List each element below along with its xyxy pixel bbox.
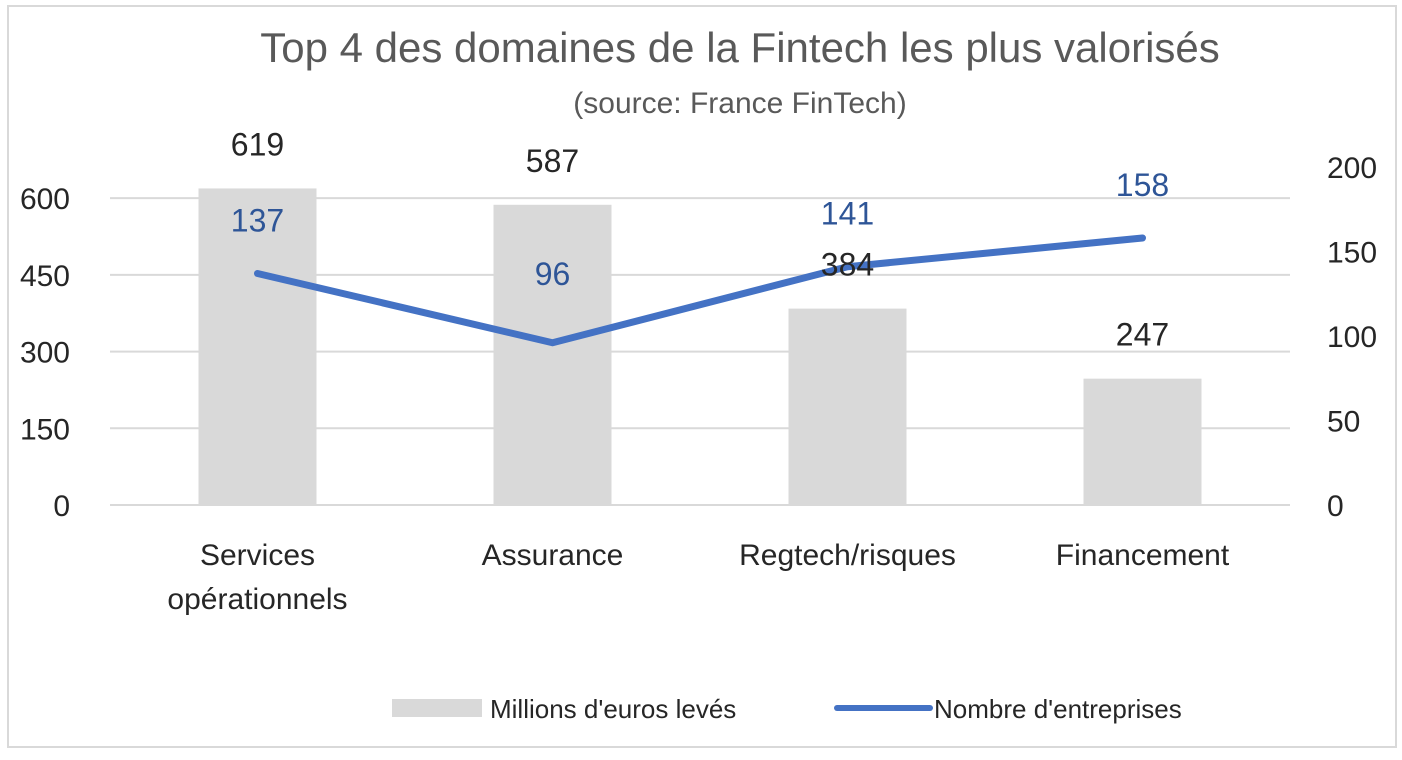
- bar-series: [198, 188, 1202, 505]
- bar: [198, 188, 317, 505]
- y-right-tick-label: 0: [1327, 490, 1344, 523]
- x-category-label: Assurance: [482, 539, 624, 572]
- y-left-tick-label: 0: [53, 490, 70, 523]
- y-left-tick-label: 600: [20, 183, 70, 216]
- bar-value-label: 587: [526, 143, 579, 179]
- legend-label-bars: Millions d'euros levés: [490, 694, 736, 724]
- bar: [493, 204, 612, 505]
- line-path: [254, 234, 1146, 347]
- x-category-label: opérationnels: [167, 583, 347, 616]
- y-left-tick-label: 450: [20, 260, 70, 293]
- line-value-label: 137: [231, 202, 284, 238]
- x-category-label: Services: [200, 539, 315, 572]
- bar: [788, 308, 907, 505]
- legend: Millions d'euros levés Nombre d'entrepri…: [392, 694, 1182, 724]
- bar: [1083, 378, 1202, 505]
- bar-value-label: 619: [231, 126, 284, 162]
- legend-label-line: Nombre d'entreprises: [934, 694, 1182, 724]
- line-value-label: 141: [821, 196, 874, 232]
- x-category-label: Regtech/risques: [739, 539, 956, 572]
- chart-svg: 619 587 384 247 137 96 141 158 0 150 300 450 600 0 50…: [20, 24, 1377, 724]
- legend-swatch-bars: [392, 699, 482, 717]
- axis-ticks: 0 150 300 450 600 0 50 100 150 200 Services opérati…: [20, 152, 1377, 616]
- chart-frame: 619 587 384 247 137 96 141 158 0 150 300 450 600 0 50…: [7, 5, 1397, 748]
- chart-title: Top 4 des domaines de la Fintech les plu…: [260, 24, 1220, 71]
- y-right-tick-label: 200: [1327, 152, 1377, 185]
- y-right-tick-label: 50: [1327, 406, 1360, 439]
- bar-value-label: 384: [821, 247, 874, 283]
- y-right-tick-label: 150: [1327, 237, 1377, 270]
- bar-value-label: 247: [1116, 317, 1169, 353]
- y-left-tick-label: 150: [20, 413, 70, 446]
- y-right-tick-label: 100: [1327, 321, 1377, 354]
- data-labels: 619 587 384 247 137 96 141 158: [231, 126, 1169, 352]
- line-series: [254, 234, 1146, 347]
- y-left-tick-label: 300: [20, 337, 70, 370]
- x-category-label: Financement: [1056, 539, 1230, 572]
- line-value-label: 158: [1116, 167, 1169, 203]
- line-value-label: 96: [535, 256, 571, 292]
- chart-subtitle: (source: France FinTech): [573, 87, 906, 120]
